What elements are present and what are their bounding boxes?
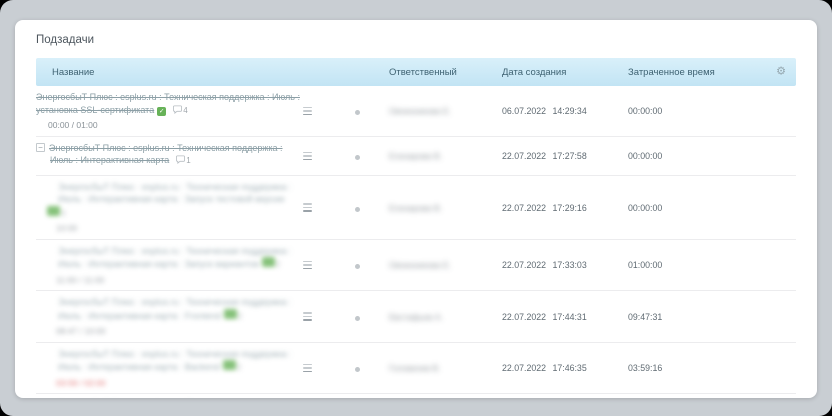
comment-count: 1 [186, 156, 191, 165]
status-dot-icon[interactable] [354, 315, 360, 321]
column-header-created[interactable]: Дата создания [502, 66, 567, 78]
task-title: ЭнергосбыТ Плюс : esplus.ru : Техническа… [49, 142, 283, 153]
description-icon[interactable] [302, 312, 314, 321]
planned-time: 11:00 / 11:00 [56, 274, 105, 285]
table-header: Название Ответственный Дата создания Зат… [36, 58, 796, 86]
comment-count: 2 [236, 363, 242, 372]
created-date: 22.07.2022 17:29:16 [502, 202, 587, 213]
status-dot-icon[interactable] [354, 155, 360, 160]
task-title: ЭнергосбыТ Плюс : esplus.ru : Техническа… [58, 348, 292, 359]
task-title-link[interactable]: ЭнергосбыТ Плюс : esplus.ru : Техническа… [58, 297, 292, 321]
comment-count: 2 [275, 260, 281, 269]
spent-time: 00:00:00 [628, 106, 663, 117]
gear-icon[interactable]: ⚙ [776, 65, 786, 78]
responsible-name: Елизарова В. [389, 202, 442, 213]
status-dot-icon[interactable] [354, 367, 360, 373]
comment-icon[interactable] [173, 104, 183, 118]
planned-time-overdue: 03:59 / 02:00 [56, 377, 106, 388]
comment-icon[interactable] [176, 155, 186, 168]
spent-time: 00:00:00 [628, 202, 663, 213]
task-title: ЭнергосбыТ Плюс : esplus.ru : Техническа… [36, 92, 300, 102]
table-row[interactable]: − ЭнергосбыТ Плюс : esplus.ru : Техническ… [36, 137, 796, 176]
panel-title: Подзадачи [36, 34, 95, 46]
spent-time: 00:00:00 [628, 151, 663, 161]
table-row[interactable]: ЭнергосбыТ Плюс : esplus.ru : Техническа… [36, 394, 796, 398]
created-date: 22.07.2022 17:27:58 [502, 151, 587, 161]
task-title-link[interactable]: ЭнергосбыТ Плюс : esplus.ru : Техническа… [36, 181, 292, 221]
responsible-name: Овчинникова Е. [389, 106, 452, 117]
description-icon[interactable] [302, 203, 314, 212]
checklist-badge [47, 205, 60, 216]
planned-time: 10:00 [56, 223, 78, 233]
comment-count: 3 [61, 208, 66, 218]
task-title: ЭнергосбыТ Плюс : esplus.ru : Техническа… [58, 181, 292, 192]
responsible-name: Евстафьев А. [389, 311, 443, 322]
created-date: 06.07.2022 14:29:34 [502, 106, 587, 117]
checklist-badge [223, 308, 237, 319]
checklist-badge [261, 257, 275, 267]
responsible-name: Головачев В. [389, 363, 441, 374]
created-date: 22.07.2022 17:33:03 [502, 260, 587, 271]
status-dot-icon[interactable] [354, 206, 360, 212]
responsible-name: Елизарова В. [389, 151, 442, 161]
description-icon[interactable] [302, 260, 314, 270]
table-row[interactable]: ЭнергосбыТ Плюс : esplus.ru : Техническа… [36, 291, 796, 343]
table-row[interactable]: ЭнергосбыТ Плюс : esplus.ru : Техническа… [36, 240, 796, 291]
description-icon[interactable] [302, 151, 314, 160]
table-row[interactable]: ЭнергосбыТ Плюс : esplus.ru : Техническа… [36, 86, 796, 137]
description-icon[interactable] [302, 106, 314, 116]
created-date: 22.07.2022 17:46:35 [502, 363, 587, 374]
table-row[interactable]: ЭнергосбыТ Плюс : esplus.ru : Техническа… [36, 343, 796, 394]
task-title-link[interactable]: ЭнергосбыТ Плюс : esplus.ru : Техническа… [36, 91, 300, 118]
status-dot-icon[interactable] [354, 264, 360, 270]
task-title-link[interactable]: ЭнергосбыТ Плюс : esplus.ru : Техническа… [58, 348, 292, 373]
task-title: ЭнергосбыТ Плюс : esplus.ru : Техническа… [58, 245, 292, 256]
collapse-toggle-icon[interactable]: − [36, 142, 45, 152]
comment-count: 4 [183, 105, 188, 115]
responsible-name: Овчинникова Е. [389, 260, 452, 271]
spent-time: 01:00:00 [628, 260, 663, 271]
spent-time: 03:59:16 [628, 363, 663, 374]
description-icon[interactable] [302, 363, 314, 373]
table-row[interactable]: ЭнергосбыТ Плюс : esplus.ru : Техническа… [36, 176, 796, 240]
created-date: 22.07.2022 17:44:31 [502, 311, 587, 322]
task-title: ЭнергосбыТ Плюс : esplus.ru : Техническа… [58, 297, 292, 307]
column-header-name[interactable]: Название [52, 66, 95, 78]
column-header-spent[interactable]: Затраченное время [628, 66, 715, 78]
subtasks-panel: Подзадачи Название Ответственный Дата со… [15, 20, 817, 398]
comment-count: 2 [237, 311, 243, 321]
column-header-responsible[interactable]: Ответственный [389, 66, 457, 78]
checklist-badge: ✓ [157, 106, 167, 116]
planned-time: 00:00 / 01:00 [48, 120, 98, 130]
spent-time: 09:47:31 [628, 311, 663, 322]
task-title-link[interactable]: ЭнергосбыТ Плюс : esplus.ru : Техническа… [58, 245, 292, 270]
status-dot-icon[interactable] [354, 110, 360, 116]
task-title-link[interactable]: − ЭнергосбыТ Плюс : esplus.ru : Техническ… [36, 142, 291, 168]
checklist-badge [222, 360, 236, 370]
planned-time: 08:47 / 10:00 [56, 326, 106, 336]
